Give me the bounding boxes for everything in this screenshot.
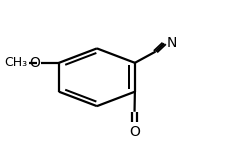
Text: N: N [167, 36, 177, 50]
Text: CH₃: CH₃ [4, 56, 27, 69]
Text: O: O [129, 125, 140, 139]
Text: O: O [29, 56, 40, 70]
